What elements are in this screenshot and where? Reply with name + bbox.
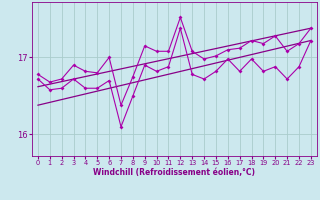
X-axis label: Windchill (Refroidissement éolien,°C): Windchill (Refroidissement éolien,°C) <box>93 168 255 177</box>
